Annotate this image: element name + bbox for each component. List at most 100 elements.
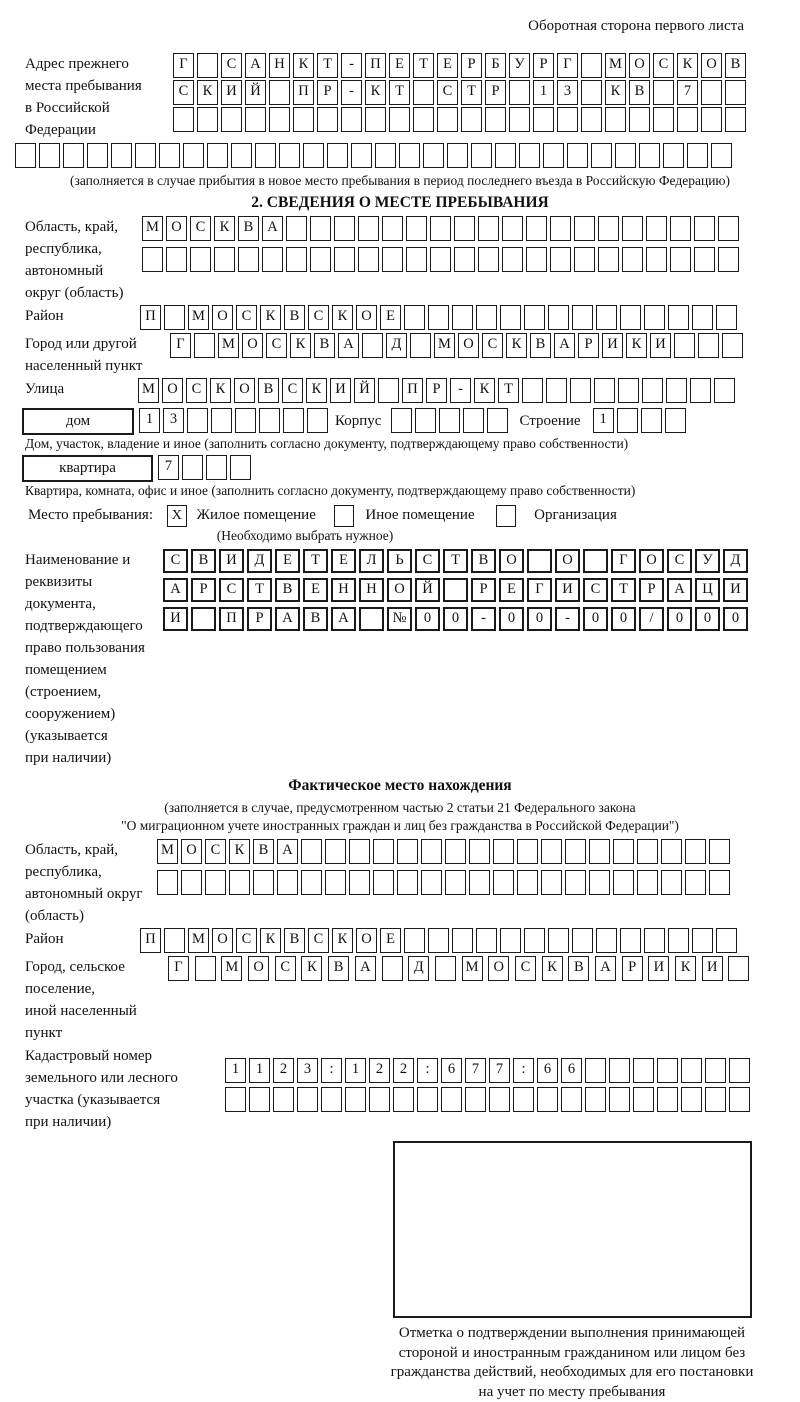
char-box: А xyxy=(667,578,692,602)
char-box xyxy=(589,870,610,895)
char-box: В xyxy=(191,549,216,573)
char-box xyxy=(541,870,562,895)
char-box: К xyxy=(214,216,235,241)
checkbox-organizatsiya xyxy=(496,505,516,527)
char-box xyxy=(253,870,274,895)
char-box: К xyxy=(626,333,647,358)
char-box xyxy=(646,247,667,272)
char-box: И xyxy=(555,578,580,602)
label-line: Город или другой xyxy=(25,333,170,355)
char-box xyxy=(341,107,362,132)
char-box xyxy=(359,607,384,631)
char-box: В xyxy=(275,578,300,602)
char-box xyxy=(277,870,298,895)
char-box: В xyxy=(725,53,746,78)
char-box xyxy=(373,839,394,864)
char-box xyxy=(495,143,516,168)
char-box: № xyxy=(387,607,412,631)
char-box xyxy=(375,143,396,168)
char-box: М xyxy=(462,956,483,981)
char-box xyxy=(297,1087,318,1112)
caption-line: гражданства действий, необходимых для ег… xyxy=(372,1363,772,1383)
char-box: - xyxy=(450,378,471,403)
char-box xyxy=(705,1087,726,1112)
char-box: П xyxy=(293,80,314,105)
char-box: Ц xyxy=(695,578,720,602)
char-box xyxy=(439,408,460,433)
char-box: А xyxy=(245,53,266,78)
label-line: документа, подтверждающего xyxy=(25,593,163,637)
field-oblast: Область, край, республика, автономный ок… xyxy=(25,216,800,304)
char-box xyxy=(190,247,211,272)
char-box: О xyxy=(356,305,377,330)
char-box xyxy=(681,1058,702,1083)
char-box-row: 1 xyxy=(593,408,689,435)
char-box xyxy=(687,143,708,168)
char-box xyxy=(445,870,466,895)
option-label-zhiloe: Жилое помещение xyxy=(197,507,316,523)
kvartira-label-box: квартира xyxy=(22,455,153,482)
char-box: Е xyxy=(275,549,300,573)
char-box xyxy=(670,247,691,272)
char-box xyxy=(327,143,348,168)
char-box: М xyxy=(218,333,239,358)
char-box xyxy=(642,378,663,403)
label-line: (область) xyxy=(25,905,157,927)
char-box xyxy=(541,839,562,864)
char-box: К xyxy=(290,333,311,358)
char-box xyxy=(157,870,178,895)
char-box: В xyxy=(238,216,259,241)
stamp-caption: Отметка о подтверждении выполнения прини… xyxy=(372,1324,772,1402)
char-box xyxy=(639,143,660,168)
char-box: В xyxy=(629,80,650,105)
char-box: С xyxy=(275,956,296,981)
label-line: земельного или лесного xyxy=(25,1067,225,1089)
char-box xyxy=(615,143,636,168)
char-box xyxy=(711,143,732,168)
kvartira-note: Квартира, комната, офис и иное (заполнит… xyxy=(25,483,800,499)
char-box: 0 xyxy=(499,607,524,631)
char-box xyxy=(685,870,706,895)
char-box xyxy=(279,143,300,168)
char-box xyxy=(500,305,521,330)
label-line: участка (указывается xyxy=(25,1089,225,1111)
char-box xyxy=(657,1087,678,1112)
ulitsa-label: Улица xyxy=(25,378,138,405)
char-box: Н xyxy=(331,578,356,602)
char-box xyxy=(598,247,619,272)
char-box: К xyxy=(306,378,327,403)
char-box: Г xyxy=(173,53,194,78)
char-box xyxy=(694,216,715,241)
char-box: О xyxy=(242,333,263,358)
label-line: республика, xyxy=(25,238,142,260)
char-box: Р xyxy=(471,578,496,602)
char-box xyxy=(303,143,324,168)
stroenie-label: Строение xyxy=(519,408,580,435)
char-box: В xyxy=(284,305,305,330)
char-box: 0 xyxy=(723,607,748,631)
char-box-row xyxy=(15,143,800,170)
char-box xyxy=(644,928,665,953)
char-box xyxy=(469,839,490,864)
char-box xyxy=(393,1087,414,1112)
char-box xyxy=(205,870,226,895)
char-box xyxy=(629,107,650,132)
char-box-row xyxy=(157,870,733,897)
char-box xyxy=(666,378,687,403)
caption-line: Отметка о подтверждении выполнения прини… xyxy=(372,1324,772,1344)
section2-title: 2. СВЕДЕНИЯ О МЕСТЕ ПРЕБЫВАНИЯ xyxy=(0,194,800,212)
char-box xyxy=(63,143,84,168)
char-box: О xyxy=(629,53,650,78)
char-box: И xyxy=(648,956,669,981)
char-box xyxy=(585,1087,606,1112)
char-box: П xyxy=(402,378,423,403)
char-box xyxy=(670,216,691,241)
char-box: В xyxy=(328,956,349,981)
char-box: 3 xyxy=(557,80,578,105)
char-box xyxy=(430,216,451,241)
char-box xyxy=(238,247,259,272)
char-box xyxy=(197,107,218,132)
